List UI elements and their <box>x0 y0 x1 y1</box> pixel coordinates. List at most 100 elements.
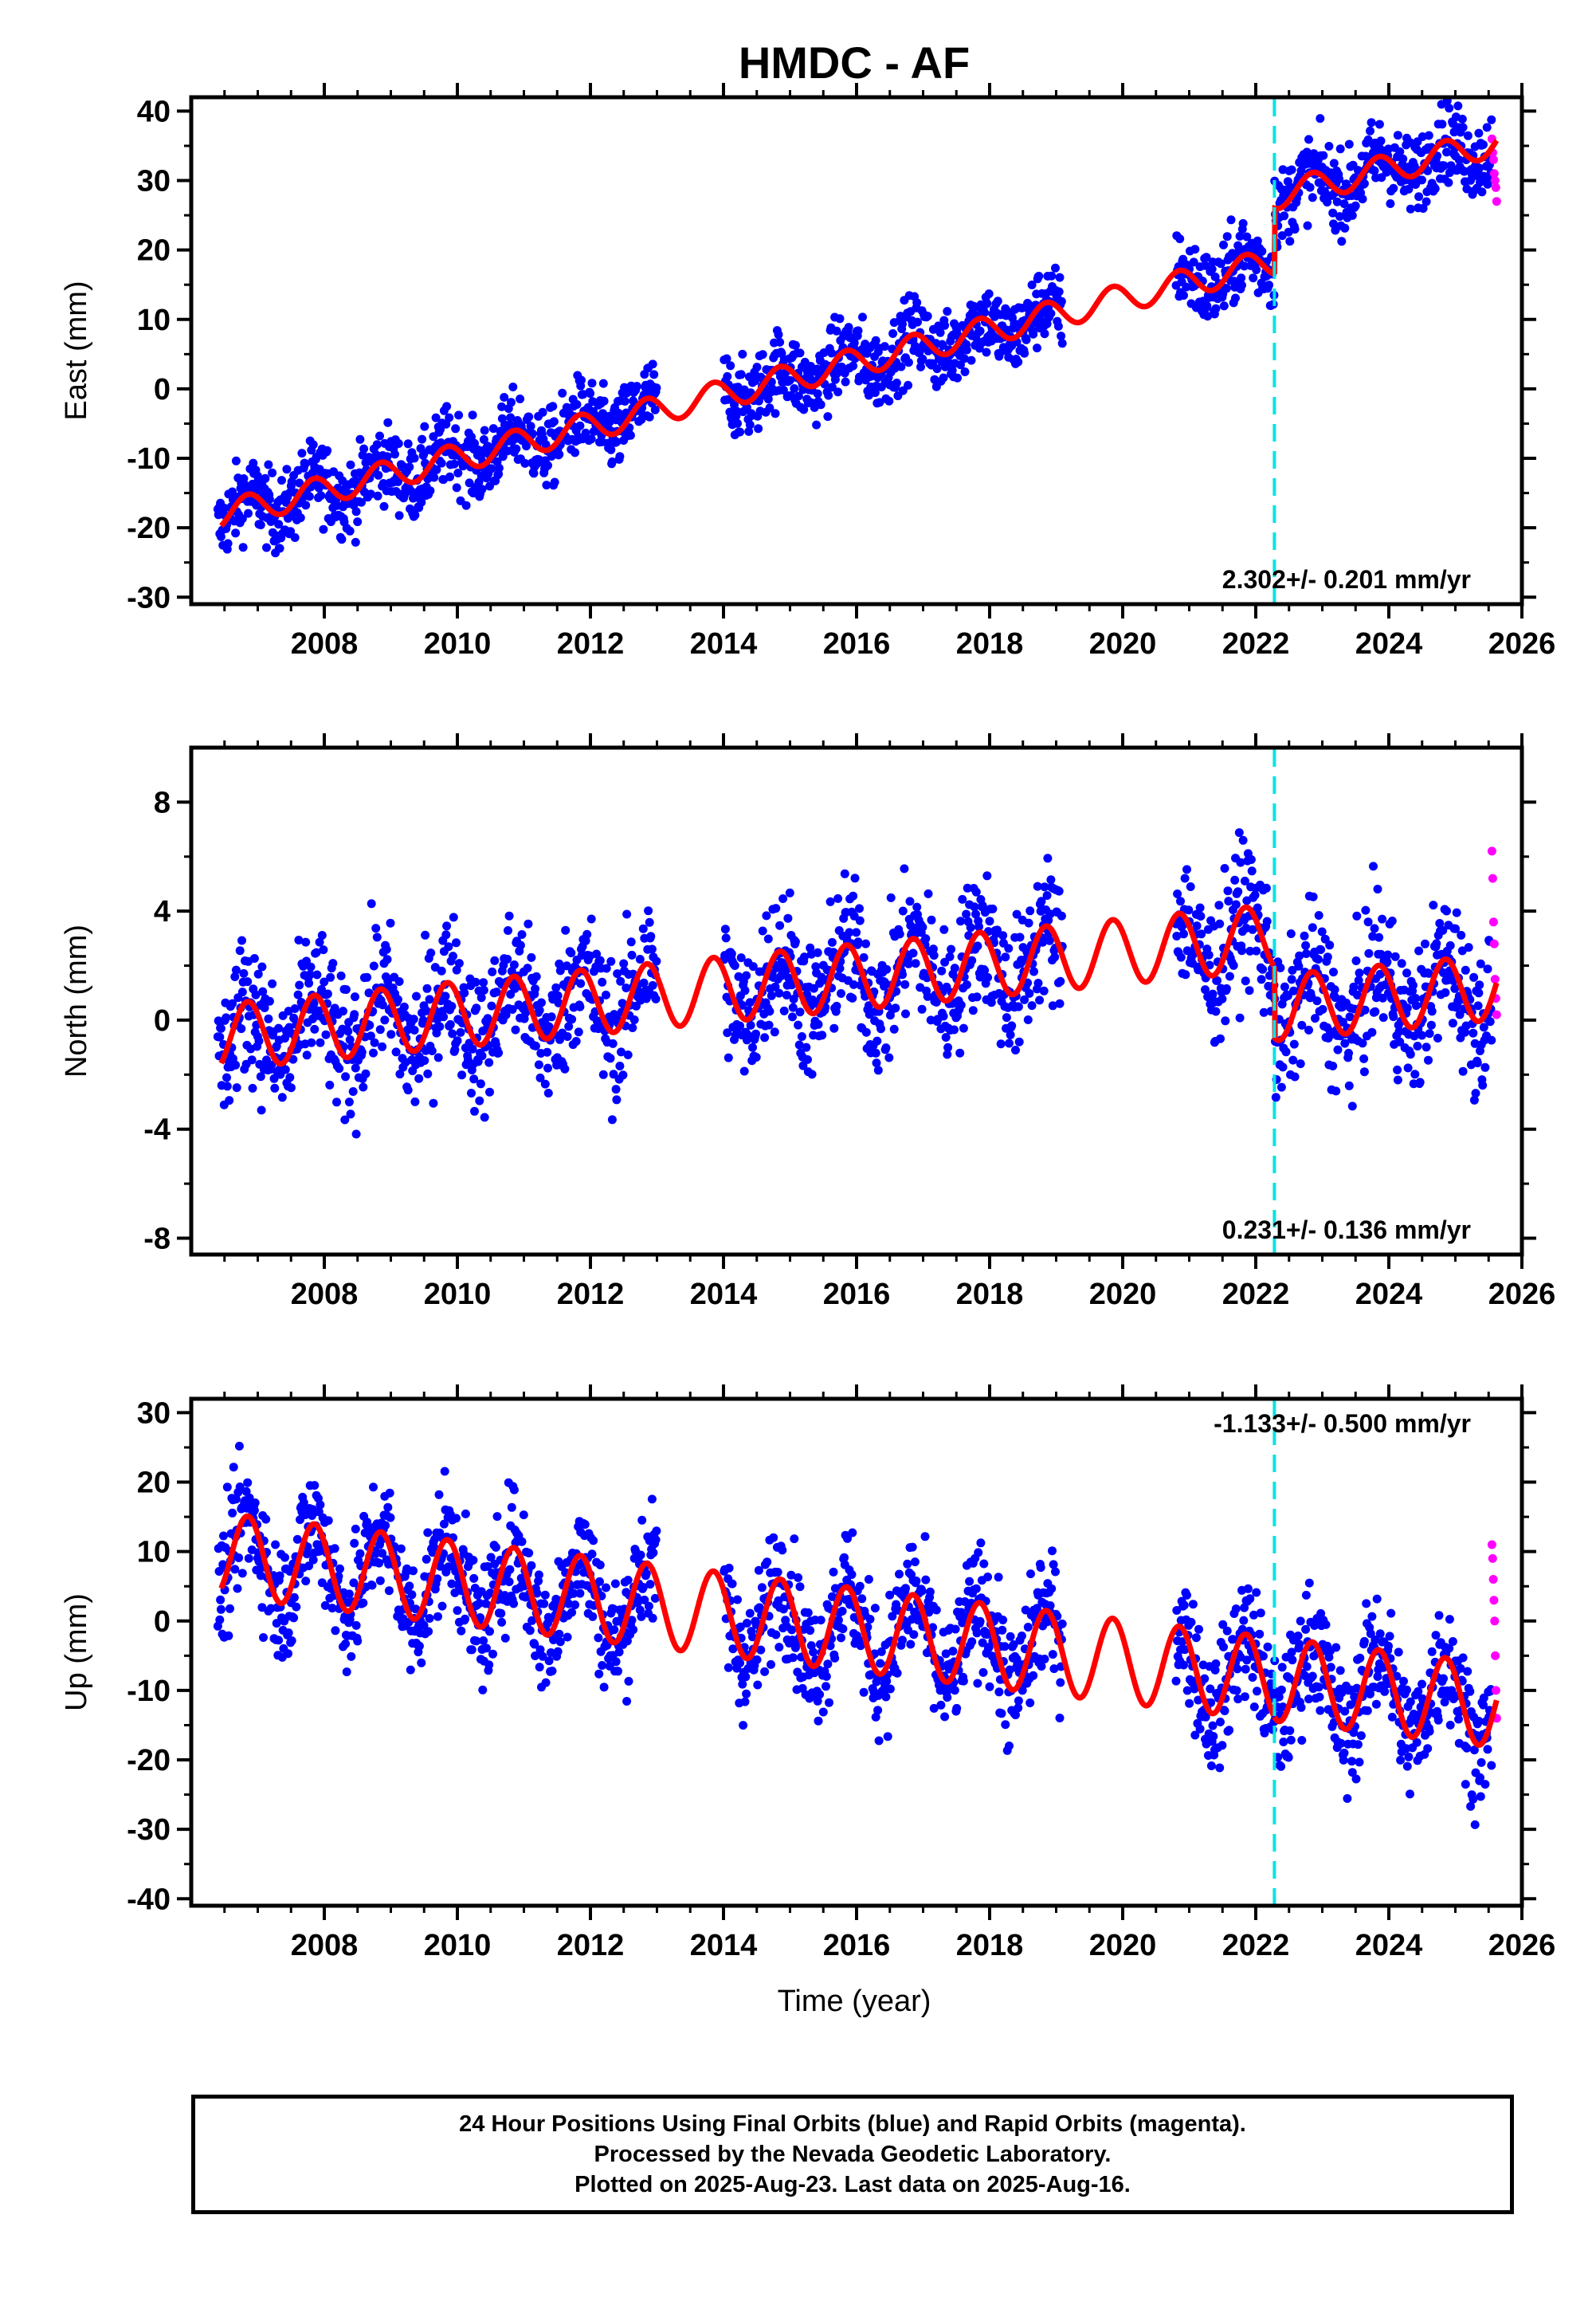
data-point <box>622 984 631 992</box>
data-point <box>778 1545 787 1555</box>
data-point <box>1418 204 1428 213</box>
data-point <box>304 979 314 988</box>
data-point <box>1347 1102 1357 1111</box>
data-point <box>960 367 970 376</box>
data-point <box>1446 161 1456 171</box>
data-point <box>378 1042 387 1051</box>
data-point <box>540 1590 550 1600</box>
data-point <box>337 535 347 544</box>
data-point <box>732 406 742 416</box>
rapid-data-point <box>1492 197 1501 206</box>
data-point <box>918 354 927 363</box>
data-point <box>1057 1619 1067 1628</box>
data-point <box>1033 882 1042 891</box>
data-point <box>1367 1027 1377 1037</box>
data-point <box>230 972 240 981</box>
data-point <box>948 1647 958 1656</box>
data-point <box>1296 1059 1305 1069</box>
data-point <box>720 925 730 934</box>
data-point <box>865 1615 875 1624</box>
data-point <box>912 1577 921 1585</box>
rapid-data-point <box>1488 155 1498 164</box>
data-point <box>1006 1030 1015 1039</box>
data-point <box>980 308 990 317</box>
data-point <box>733 418 742 428</box>
data-point <box>956 1000 966 1010</box>
data-point <box>229 1463 238 1472</box>
data-point <box>888 329 898 338</box>
data-point <box>544 1656 554 1666</box>
data-point <box>1393 1065 1402 1074</box>
data-point <box>448 1029 457 1039</box>
data-point <box>763 395 773 404</box>
data-point <box>468 410 477 420</box>
data-point <box>859 1687 869 1697</box>
data-point <box>974 922 983 932</box>
data-point <box>1224 897 1233 906</box>
data-point <box>1056 1678 1065 1687</box>
data-point <box>269 1074 279 1083</box>
data-point <box>956 917 965 926</box>
data-point <box>724 1563 734 1573</box>
data-point <box>648 980 657 990</box>
data-point <box>1423 166 1433 175</box>
rapid-data-point <box>1490 975 1500 984</box>
data-point <box>355 1549 365 1558</box>
data-point <box>744 426 754 436</box>
data-point <box>447 1002 457 1011</box>
data-point <box>484 1660 494 1670</box>
data-point <box>538 407 547 417</box>
data-point <box>1312 996 1322 1006</box>
data-point <box>531 984 540 994</box>
data-point <box>648 359 657 369</box>
data-point <box>437 966 446 976</box>
data-point <box>494 463 504 473</box>
data-point <box>861 939 870 948</box>
data-point <box>351 1524 360 1533</box>
data-point <box>293 990 303 999</box>
data-point <box>1202 253 1211 262</box>
data-point <box>1473 1001 1483 1011</box>
data-point <box>1444 178 1453 187</box>
rapid-data-point <box>1487 846 1496 856</box>
data-point <box>1276 963 1285 972</box>
data-point <box>488 967 497 976</box>
data-point <box>1288 1055 1298 1065</box>
data-point <box>1277 231 1287 241</box>
data-point <box>612 437 622 446</box>
data-point <box>1429 901 1438 910</box>
data-point <box>644 1601 653 1611</box>
data-point <box>917 1586 927 1596</box>
data-point <box>1410 1031 1419 1041</box>
data-point <box>892 1668 902 1678</box>
data-point <box>285 1073 295 1082</box>
data-point <box>962 980 971 989</box>
data-point <box>452 938 461 948</box>
data-point <box>595 1561 605 1569</box>
data-point <box>815 1690 825 1699</box>
data-point <box>814 1716 823 1726</box>
data-point <box>540 1079 550 1089</box>
data-point <box>244 509 253 518</box>
y-tick-label: 10 <box>137 304 171 337</box>
data-point <box>403 439 413 449</box>
data-point <box>652 1526 661 1536</box>
data-point <box>409 1015 418 1024</box>
data-point <box>947 366 957 375</box>
data-point <box>1374 933 1384 942</box>
data-point <box>369 1048 378 1058</box>
data-point <box>1051 263 1060 273</box>
data-point <box>257 1603 267 1612</box>
data-point <box>623 1576 633 1585</box>
data-point <box>637 1515 647 1525</box>
data-point <box>433 1053 443 1062</box>
x-tick-label: 2018 <box>956 627 1024 661</box>
data-point <box>441 992 450 1001</box>
data-point <box>369 1482 378 1492</box>
data-point <box>611 1085 621 1094</box>
data-point <box>595 1577 604 1586</box>
data-point <box>1286 929 1296 938</box>
data-point <box>382 944 391 954</box>
data-point <box>248 1083 257 1093</box>
data-point <box>287 1636 296 1645</box>
